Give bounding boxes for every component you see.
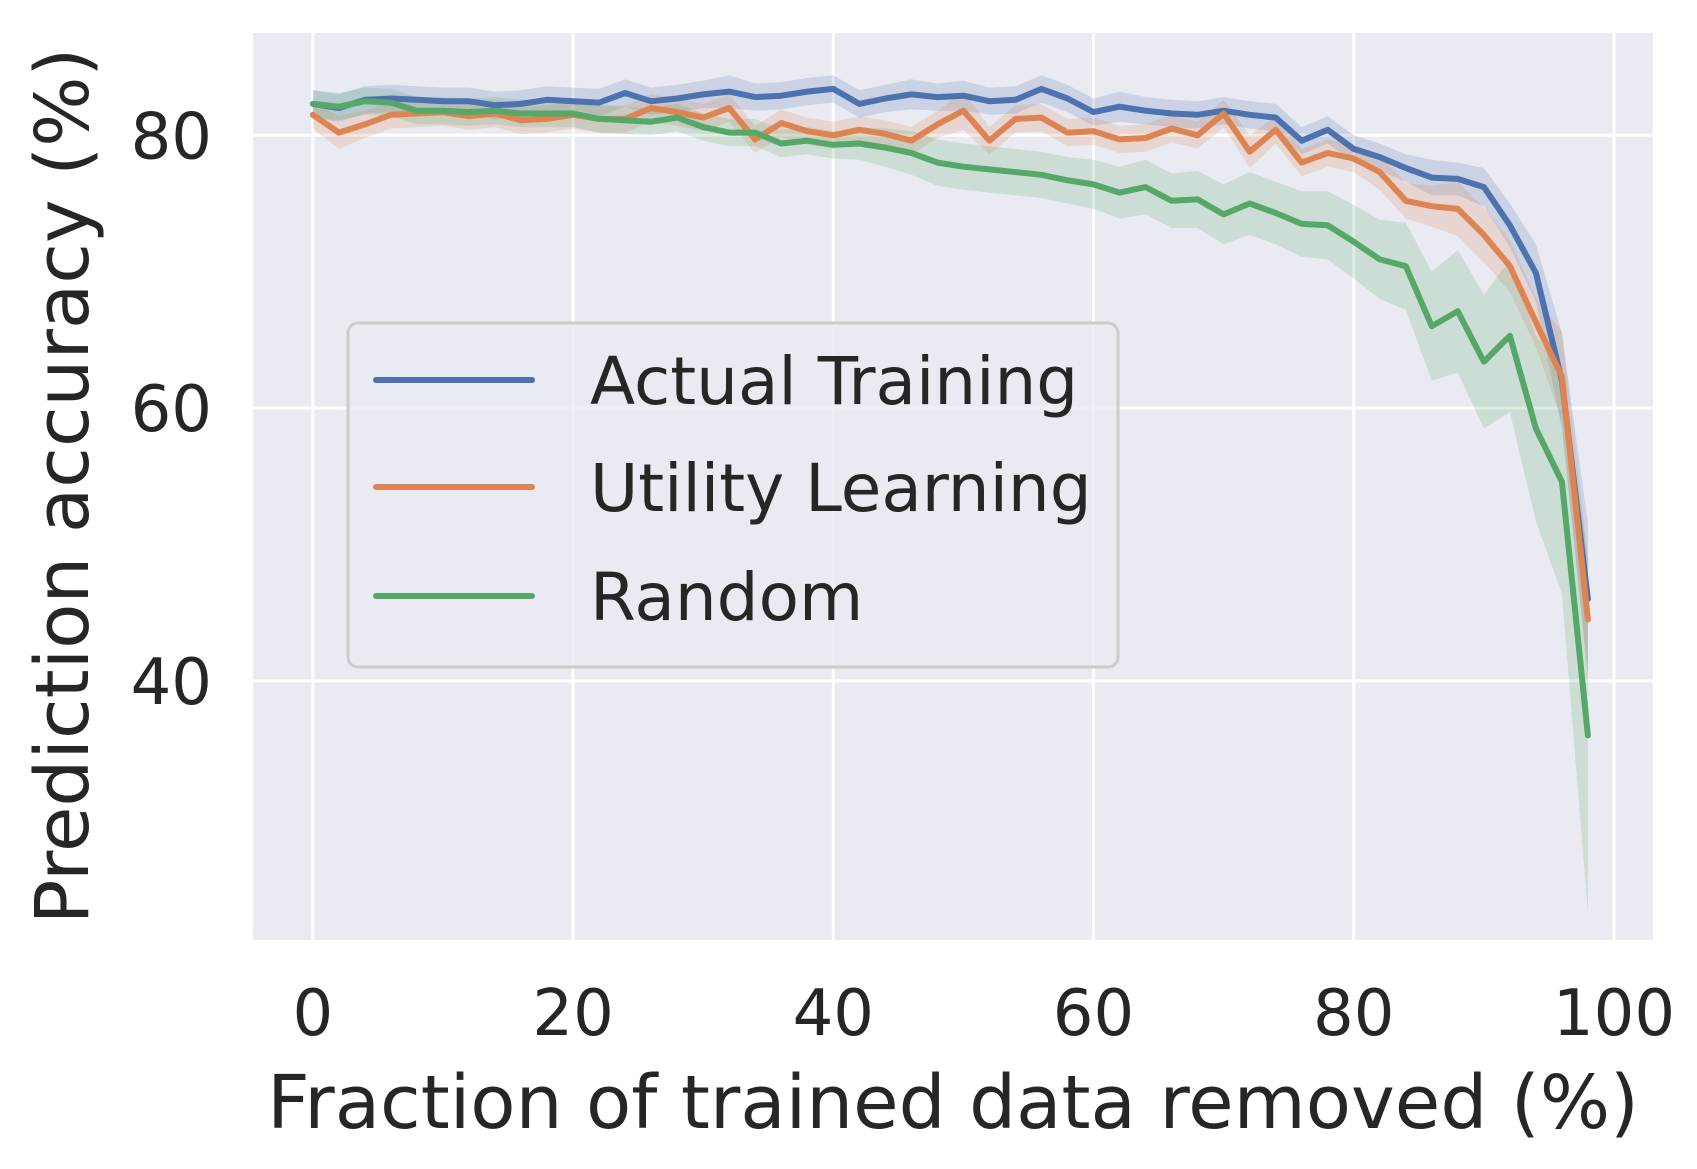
series-line-actual-training bbox=[309, 85, 1591, 602]
x-tick-label: 60 bbox=[1053, 977, 1134, 1051]
legend-label-utility-learning: Utility Learning bbox=[590, 450, 1092, 527]
legend-box bbox=[346, 321, 1120, 669]
x-tick-label: 80 bbox=[1313, 977, 1394, 1051]
series-line-random bbox=[309, 98, 1591, 739]
x-tick-label: 0 bbox=[292, 977, 333, 1051]
x-axis-label: Fraction of trained data removed (%) bbox=[267, 1060, 1639, 1146]
series-lines bbox=[309, 85, 1591, 739]
x-tick-label: 100 bbox=[1553, 977, 1675, 1051]
legend: Actual Training Utility Learning Random bbox=[346, 321, 1120, 669]
series-line-utility-learning bbox=[309, 105, 1591, 623]
y-tick-label: 40 bbox=[131, 646, 212, 720]
legend-label-random: Random bbox=[590, 559, 863, 636]
y-axis-label: Prediction accuracy (%) bbox=[20, 48, 106, 925]
x-tick-label: 40 bbox=[793, 977, 874, 1051]
x-tick-labels: 0 20 40 60 80 100 bbox=[292, 977, 1675, 1051]
x-tick-label: 20 bbox=[532, 977, 613, 1051]
y-tick-label: 60 bbox=[131, 373, 212, 447]
y-tick-label: 80 bbox=[131, 100, 212, 174]
legend-label-actual-training: Actual Training bbox=[590, 343, 1078, 420]
y-tick-labels: 40 60 80 bbox=[131, 100, 212, 720]
